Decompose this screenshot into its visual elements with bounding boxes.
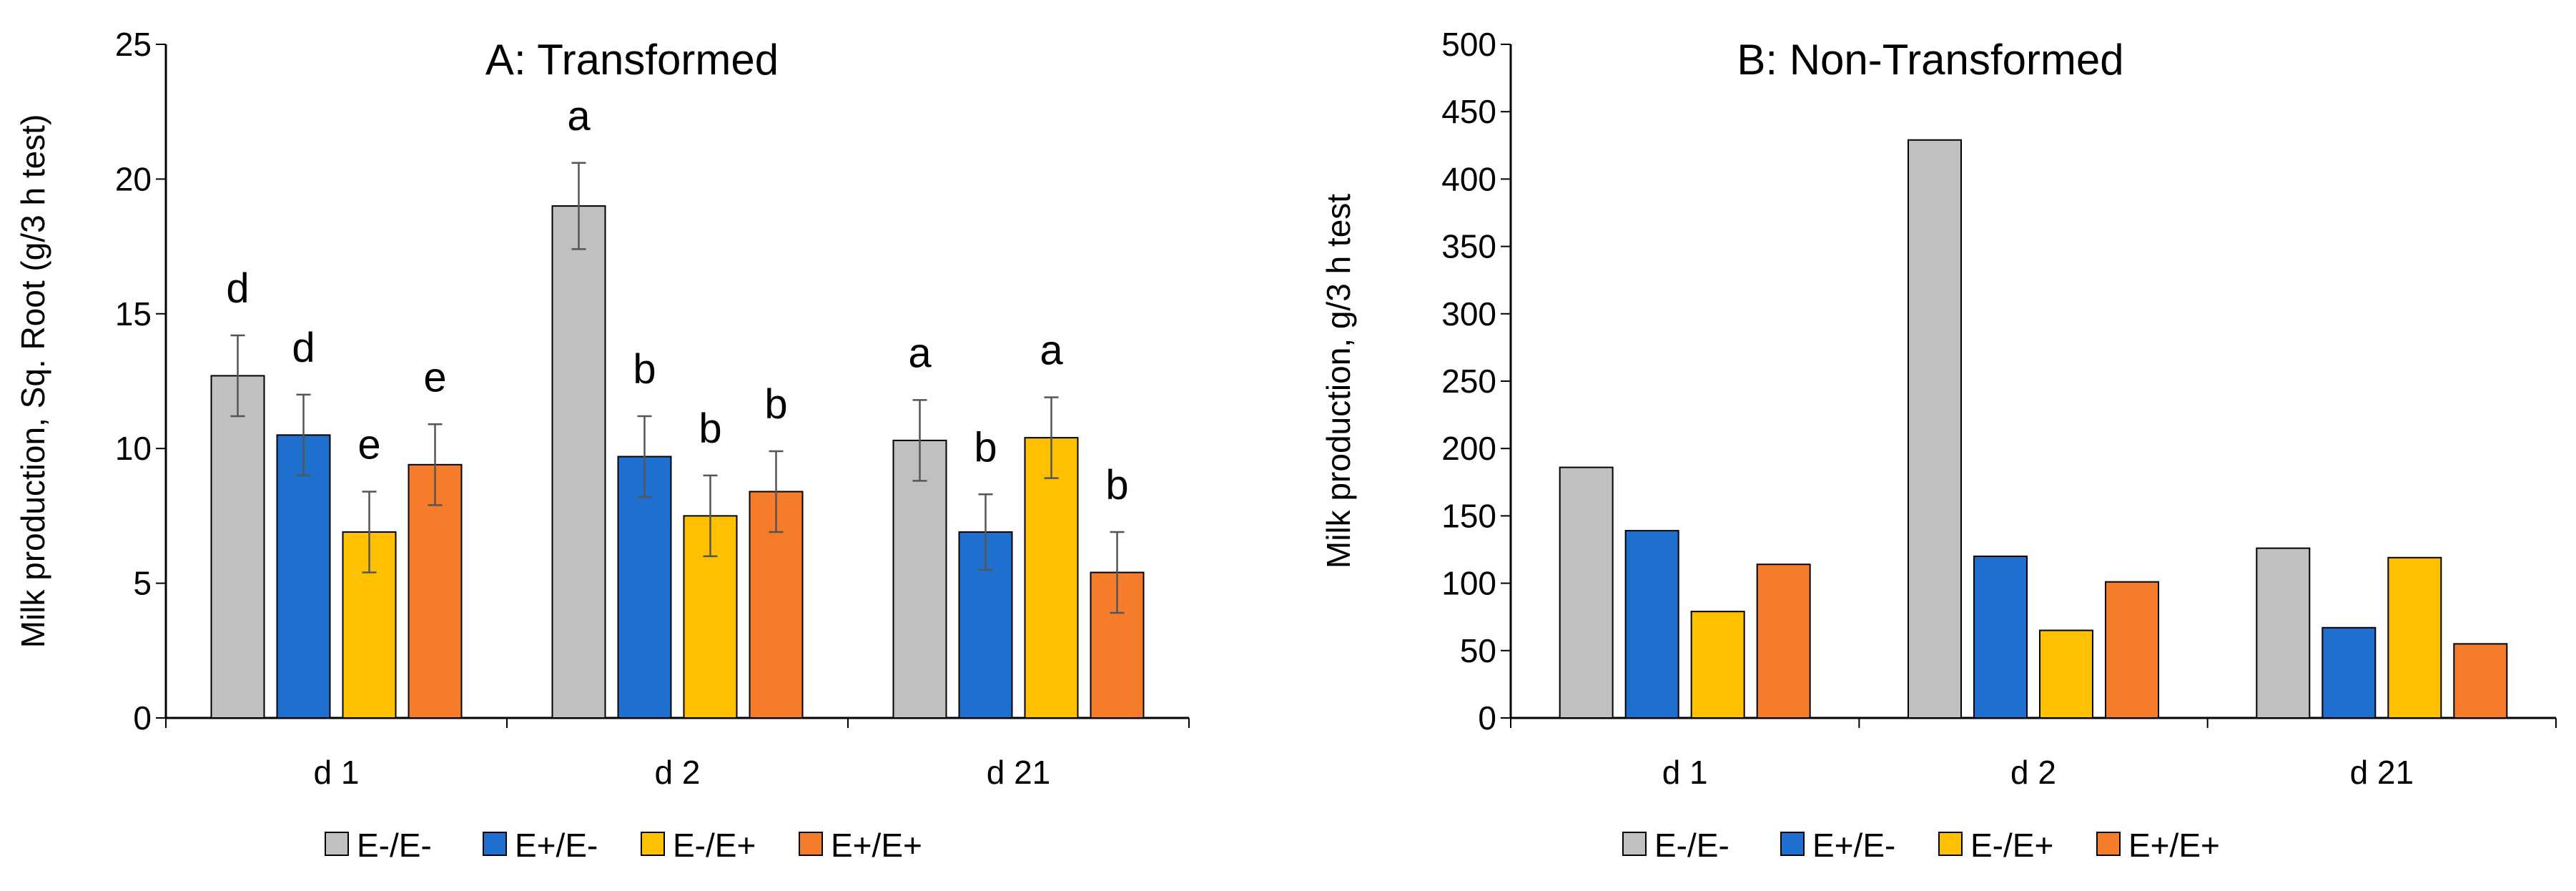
chart-b-y-tick-label: 450 — [1441, 93, 1496, 130]
chart-b-x-tick-label: d 21 — [2350, 754, 2414, 791]
panel-a-transformed: A: Transformed 0 5 10 15 20 25 Milk production… — [14, 26, 1190, 864]
chart-b-y-tick-label: 500 — [1441, 26, 1496, 63]
chart-a-bar — [551, 205, 606, 719]
chart-a-legend-swatch — [483, 832, 507, 856]
chart-a-significance-label: e — [357, 421, 380, 468]
chart-a-legend-label: E-/E- — [357, 827, 432, 864]
chart-b-bar — [2321, 626, 2377, 719]
chart-a-x-tick-label: d 21 — [987, 754, 1051, 791]
chart-a-significance-label: d — [292, 325, 315, 371]
chart-a-y-tick-label: 20 — [115, 160, 152, 197]
chart-a-significance-label: b — [974, 424, 997, 471]
chart-b-y-tick-label: 0 — [1478, 699, 1496, 737]
chart-b-y-tick-label: 200 — [1441, 430, 1496, 467]
chart-a-legend-swatch — [799, 832, 823, 856]
chart-a-legend-swatch — [641, 832, 665, 856]
chart-b-legend-label: E+/E- — [1812, 827, 1895, 864]
chart-a-legend-label: E+/E+ — [831, 827, 922, 864]
chart-a-bar — [617, 456, 672, 719]
chart-b-y-tick-label: 350 — [1441, 228, 1496, 265]
chart-b-y-axis-label: Milk production, g/3 h test — [1320, 194, 1357, 568]
chart-b-y-tick-label: 300 — [1441, 295, 1496, 333]
chart-b-bar — [1624, 530, 1679, 719]
chart-b-bar — [1973, 555, 2028, 719]
chart-a-y-tick-label: 10 — [115, 430, 152, 467]
chart-b-x-tick-label: d 2 — [2010, 754, 2056, 791]
chart-b-legend-swatch — [1622, 832, 1647, 856]
chart-b-legend-swatch — [1780, 832, 1805, 856]
chart-b-bar — [2453, 643, 2508, 719]
panel-b-non-transformed: B: Non-Transformed 0 50 100 150 200 250 300 350… — [1320, 26, 2557, 864]
chart-b-legend-label: E+/E+ — [2128, 827, 2220, 864]
chart-a-significance-label: a — [567, 93, 591, 139]
chart-b-bar — [2387, 556, 2442, 719]
chart-b-bar — [2105, 581, 2159, 719]
chart-a-significance-label: d — [226, 265, 249, 312]
chart-b-title: B: Non-Transformed — [1737, 36, 2123, 84]
chart-b-y-tick-label: 100 — [1441, 565, 1496, 602]
chart-a-bar — [276, 434, 331, 719]
chart-a-legend-swatch — [325, 832, 349, 856]
chart-a-y-tick-label: 5 — [133, 565, 152, 602]
chart-b-legend-label: E-/E- — [1654, 827, 1729, 864]
chart-b-bar — [1756, 563, 1811, 719]
chart-a-legend-label: E-/E+ — [673, 827, 756, 864]
chart-b-y-tick-label: 400 — [1441, 160, 1496, 197]
chart-a-significance-label: b — [633, 346, 656, 393]
chart-b-y-tick-label: 150 — [1441, 497, 1496, 534]
chart-b-legend-swatch — [2096, 832, 2121, 856]
chart-a-y-tick-label: 15 — [115, 295, 152, 333]
chart-b-bar — [1690, 611, 1745, 719]
chart-b-bar — [1908, 139, 1962, 719]
chart-a-title: A: Transformed — [485, 36, 779, 84]
chart-a-y-axis-label: Milk production, Sq. Root (g/3 h test) — [14, 114, 51, 649]
chart-a-significance-label: a — [908, 330, 932, 376]
chart-b-y-tick-label: 250 — [1441, 363, 1496, 400]
chart-a-significance-label: b — [1105, 462, 1128, 508]
chart-b-legend-swatch — [1938, 832, 1963, 856]
chart-a-x-tick-label: d 1 — [314, 754, 360, 791]
chart-b-legend: E-/E- E+/E- E-/E+ E+/E+ — [1622, 827, 2220, 864]
chart-b-bar — [1559, 466, 1614, 719]
chart-b-bar — [2039, 629, 2093, 719]
chart-a-significance-label: b — [699, 405, 721, 452]
chart-a-significance-label: b — [764, 381, 787, 428]
chart-a-y-tick-label: 0 — [133, 699, 152, 737]
chart-a-legend: E-/E- E+/E- E-/E+ E+/E+ — [325, 827, 922, 864]
chart-a-bar — [1024, 437, 1079, 719]
chart-b-bar — [2256, 547, 2311, 719]
chart-a-significance-label: e — [423, 354, 446, 400]
chart-a-legend-label: E+/E- — [515, 827, 598, 864]
chart-a-bar — [210, 375, 265, 719]
chart-a-bar — [892, 439, 947, 719]
chart-b-legend-label: E-/E+ — [1970, 827, 2053, 864]
chart-a-significance-label: a — [1040, 328, 1063, 374]
chart-a-y-tick-label: 25 — [115, 26, 152, 63]
chart-b-x-tick-label: d 1 — [1662, 754, 1708, 791]
chart-a-x-tick-label: d 2 — [655, 754, 701, 791]
chart-b-y-tick-label: 50 — [1460, 632, 1496, 669]
